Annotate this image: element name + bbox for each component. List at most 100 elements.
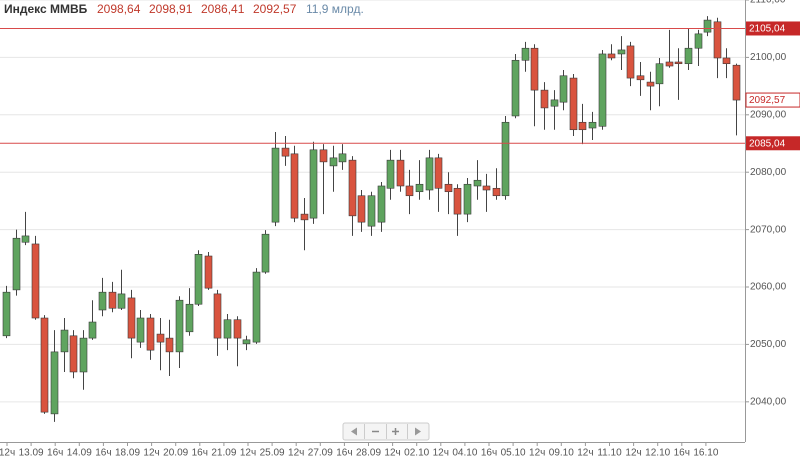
last-price-box — [745, 92, 800, 108]
candle-body — [569, 77, 578, 131]
candle-body — [40, 317, 49, 413]
x-tick-label: 12.10 — [645, 448, 670, 459]
level-label: 2105,04 — [749, 24, 786, 35]
close-price: 2092,57 — [253, 2, 297, 16]
candle-body — [722, 57, 731, 65]
candle-body — [732, 64, 741, 101]
candle-body — [521, 47, 530, 61]
candle-body — [492, 187, 501, 197]
y-tick-label: 2080,00 — [750, 167, 787, 178]
candle-body — [550, 99, 559, 107]
x-tick-label: 16.10 — [693, 448, 718, 459]
x-tick-label: 05.10 — [501, 448, 526, 459]
candle-body — [290, 153, 299, 219]
x-tick-label: 21.09 — [211, 448, 236, 459]
y-tick-label: 2100,00 — [750, 52, 787, 63]
x-tick-label: 13.09 — [19, 448, 44, 459]
candle-body — [540, 89, 549, 109]
candle-body — [146, 317, 155, 351]
candle-body — [665, 61, 674, 67]
last-price-label: 2092,57 — [749, 95, 786, 106]
y-tick-label: 2090,00 — [750, 109, 787, 120]
candle-body — [281, 147, 290, 157]
candle-body — [617, 49, 626, 55]
y-tick-label: 2070,00 — [750, 224, 787, 235]
candle-body — [425, 157, 434, 191]
x-tick-label: 27.09 — [308, 448, 333, 459]
candle-body — [588, 121, 597, 129]
candle-body — [386, 159, 395, 189]
candle-body — [213, 293, 222, 339]
candle-body — [127, 297, 136, 339]
y-tick-label: 2110,00 — [750, 0, 786, 6]
candle-body — [405, 185, 414, 197]
candle-body — [98, 291, 107, 311]
plot-area — [0, 0, 745, 422]
x-tick-label: 12ч — [577, 448, 593, 459]
candle-body — [108, 291, 117, 309]
level-label-box — [746, 136, 800, 151]
x-tick-label: 16ч — [192, 448, 208, 459]
zoom-in[interactable] — [392, 428, 399, 435]
candle-body — [713, 21, 722, 59]
candle-body — [607, 53, 616, 59]
x-tick-label: 16ч — [481, 448, 497, 459]
candle-body — [60, 329, 69, 353]
x-tick-label: 16ч — [47, 448, 63, 459]
x-tick-label: 12ч — [625, 448, 641, 459]
x-tick-label: 14.09 — [67, 448, 92, 459]
x-tick-label: 20.09 — [163, 448, 188, 459]
y-tick-label: 2060,00 — [750, 282, 787, 293]
candle-body — [482, 185, 491, 191]
candle-body — [194, 253, 203, 305]
candle-body — [511, 59, 520, 117]
candle-body — [655, 63, 664, 85]
open-price: 2098,64 — [97, 2, 141, 16]
candle-body — [453, 187, 462, 215]
candle-body — [646, 81, 655, 87]
candle-body — [357, 195, 366, 223]
candle-body — [79, 337, 88, 373]
x-tick-label: 12ч — [143, 448, 159, 459]
candle-body — [559, 75, 568, 103]
candle-body — [204, 255, 213, 289]
candle-body — [136, 317, 145, 343]
candle-body — [185, 303, 194, 333]
candle-body — [117, 293, 126, 309]
candle-body — [12, 237, 21, 291]
x-tick-label: 16ч — [95, 448, 111, 459]
candle-body — [156, 333, 165, 343]
x-tick-label: 16ч — [674, 448, 690, 459]
x-tick-label: 16ч — [336, 448, 352, 459]
candle-body — [69, 335, 78, 373]
candle-body — [703, 19, 712, 33]
candle-body — [463, 183, 472, 215]
x-tick-label: 12ч — [240, 448, 256, 459]
candle-body — [367, 195, 376, 227]
x-tick-label: 02.10 — [404, 448, 429, 459]
x-tick-label: 12ч — [384, 448, 400, 459]
low-price: 2086,41 — [201, 2, 245, 16]
candle-body — [396, 159, 405, 187]
candle-body — [473, 179, 482, 187]
candle-body — [319, 149, 328, 163]
candle-body — [694, 33, 703, 49]
candle-body — [31, 243, 40, 319]
scroll-right[interactable] — [415, 427, 421, 436]
x-tick-label: 09.10 — [549, 448, 574, 459]
candle-body — [223, 319, 232, 339]
x-tick-label: 12ч — [0, 448, 15, 459]
x-tick-label: 04.10 — [452, 448, 477, 459]
candle-body — [674, 61, 683, 65]
candle-body — [415, 183, 424, 193]
candle-body — [434, 157, 443, 189]
scroll-left[interactable] — [351, 427, 357, 436]
high-price: 2098,91 — [149, 2, 193, 16]
level-label: 2085,04 — [749, 138, 786, 149]
candle-body — [377, 185, 386, 223]
candle-body — [348, 159, 357, 217]
candle-body — [233, 319, 242, 339]
candle-body — [501, 121, 510, 197]
